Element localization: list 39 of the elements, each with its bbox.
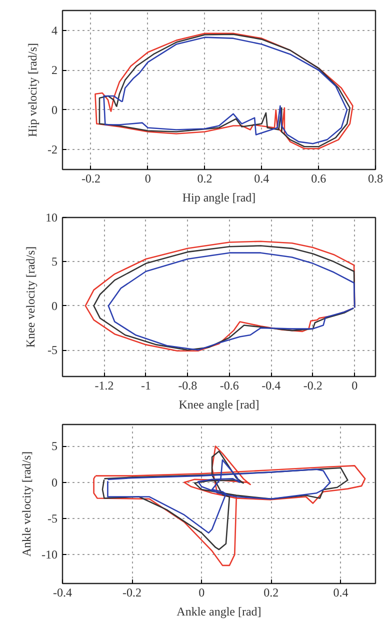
x-tick-label: 0.6 — [311, 172, 326, 186]
y-axis-title: Ankle velocity [rad/s] — [20, 451, 34, 557]
x-tick-label: -0.6 — [220, 378, 239, 392]
x-tick-label: -0.4 — [262, 378, 281, 392]
x-tick-label: 0.8 — [368, 172, 383, 186]
x-tick-label: 0.2 — [197, 172, 212, 186]
x-axis-title: Knee angle [rad] — [178, 398, 260, 412]
y-tick-label: 0 — [52, 475, 58, 490]
x-tick-label: -1.2 — [94, 378, 114, 392]
x-tick-label: -0.2 — [303, 378, 322, 392]
x-tick-label: 0 — [198, 586, 205, 600]
y-tick-label: 2 — [52, 63, 58, 78]
x-tick-label: 0.4 — [254, 172, 270, 186]
x-axis-title: Hip angle [rad] — [182, 190, 256, 204]
y-tick-label: 0 — [52, 298, 58, 313]
x-tick-label: -0.2 — [122, 586, 142, 600]
x-tick-label: -0.8 — [178, 378, 198, 392]
line-series — [93, 446, 366, 566]
y-tick-label: -5 — [48, 511, 58, 526]
x-axis-title: Ankle angle [rad] — [176, 604, 262, 618]
y-axis-title: Knee velocity [rad/s] — [24, 246, 38, 348]
x-tick-label: -0.2 — [81, 172, 100, 186]
y-tick-label: -10 — [42, 548, 58, 562]
y-tick-label: 4 — [52, 23, 58, 38]
line-series — [107, 459, 331, 534]
y-tick-label: 0 — [52, 102, 58, 117]
x-tick-label: -0.4 — [53, 586, 72, 600]
x-tick-label: 0 — [352, 378, 358, 392]
y-tick-label: 10 — [46, 210, 58, 224]
y-tick-label: 5 — [52, 439, 58, 454]
x-tick-label: -1 — [140, 378, 151, 392]
x-tick-label: 0 — [144, 172, 151, 186]
x-tick-label: 0.4 — [333, 586, 348, 600]
x-tick-label: 0.2 — [264, 586, 279, 600]
line-series — [102, 450, 348, 550]
y-tick-label: 5 — [52, 254, 58, 269]
y-tick-label: -5 — [48, 343, 58, 357]
y-axis-title: Hip velocity [rad/s] — [26, 43, 40, 137]
y-tick-label: -2 — [48, 142, 58, 157]
